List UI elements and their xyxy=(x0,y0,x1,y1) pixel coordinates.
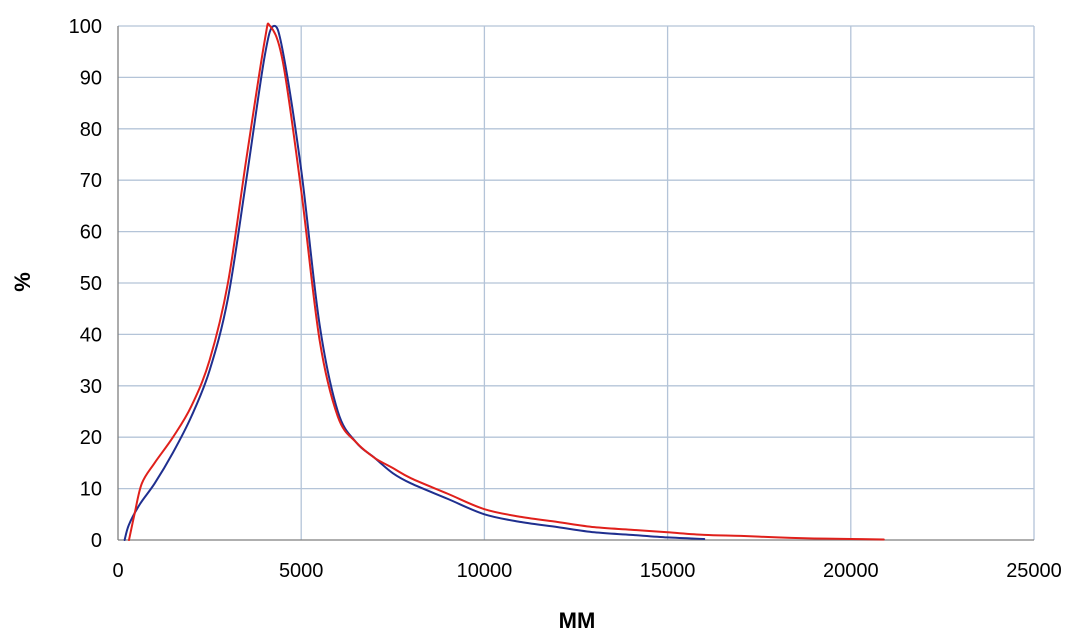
y-tick-label: 30 xyxy=(80,376,102,398)
x-tick-label: 5000 xyxy=(279,560,324,582)
gridlines xyxy=(118,25,1035,540)
x-tick-label: 15000 xyxy=(640,560,696,582)
x-tick-label: 10000 xyxy=(457,560,513,582)
y-axis-title: % xyxy=(10,272,35,292)
y-tick-label: 80 xyxy=(80,119,102,141)
series-line-2 xyxy=(127,22,885,541)
y-tick-label: 70 xyxy=(80,170,102,192)
y-tick-label: 90 xyxy=(80,67,102,89)
x-tick-label: 0 xyxy=(112,560,123,582)
x-tick-label: 20000 xyxy=(823,560,879,582)
tick-labels: 0 10 20 30 40 50 60 70 80 90 100 0 5000 10000 15000 200… xyxy=(69,16,1062,582)
y-tick-label: 0 xyxy=(91,530,102,552)
x-tick-label: 25000 xyxy=(1006,560,1062,582)
series-line-1 xyxy=(123,24,706,541)
series-layer xyxy=(123,22,885,541)
y-tick-label: 60 xyxy=(80,222,102,244)
y-tick-label: 100 xyxy=(69,16,102,38)
y-tick-label: 40 xyxy=(80,324,102,346)
y-tick-label: 20 xyxy=(80,427,102,449)
y-tick-label: 50 xyxy=(80,273,102,295)
y-tick-label: 10 xyxy=(80,479,102,501)
x-axis-title: MM xyxy=(559,608,596,633)
